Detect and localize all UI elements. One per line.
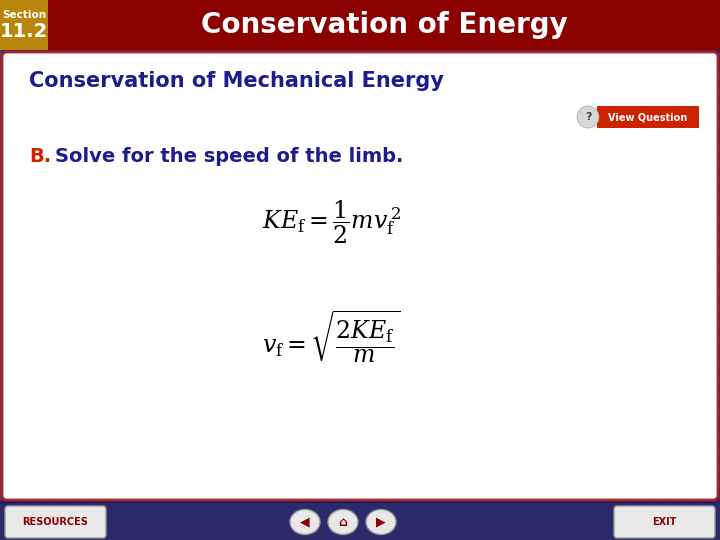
Text: ▶: ▶ [376, 516, 386, 529]
FancyBboxPatch shape [0, 0, 720, 50]
Text: Solve for the speed of the limb.: Solve for the speed of the limb. [55, 147, 403, 166]
FancyBboxPatch shape [597, 106, 699, 128]
Text: ⌂: ⌂ [338, 516, 348, 529]
Text: 11.2: 11.2 [0, 22, 48, 41]
Text: Conservation of Energy: Conservation of Energy [201, 11, 567, 39]
Text: B.: B. [29, 147, 51, 166]
Text: ◀: ◀ [300, 516, 310, 529]
FancyBboxPatch shape [614, 506, 715, 538]
FancyBboxPatch shape [5, 506, 106, 538]
Ellipse shape [290, 510, 320, 535]
Text: EXIT: EXIT [652, 517, 676, 527]
FancyBboxPatch shape [0, 502, 720, 540]
FancyBboxPatch shape [0, 0, 48, 50]
Text: $v_{\mathrm{f}} = \sqrt{\dfrac{2KE_{\mathrm{f}}}{m}}$: $v_{\mathrm{f}} = \sqrt{\dfrac{2KE_{\mat… [262, 308, 400, 366]
Circle shape [577, 106, 599, 128]
FancyBboxPatch shape [2, 52, 718, 500]
Ellipse shape [366, 510, 396, 535]
Text: RESOURCES: RESOURCES [22, 517, 88, 527]
Text: View Question: View Question [608, 112, 688, 122]
Text: Section: Section [2, 10, 46, 20]
Text: Conservation of Mechanical Energy: Conservation of Mechanical Energy [29, 71, 444, 91]
Ellipse shape [328, 510, 358, 535]
Text: ?: ? [585, 112, 591, 122]
Text: $KE_{\mathrm{f}} = \dfrac{1}{2}mv_{\mathrm{f}}^{\,2}$: $KE_{\mathrm{f}} = \dfrac{1}{2}mv_{\math… [261, 198, 401, 246]
